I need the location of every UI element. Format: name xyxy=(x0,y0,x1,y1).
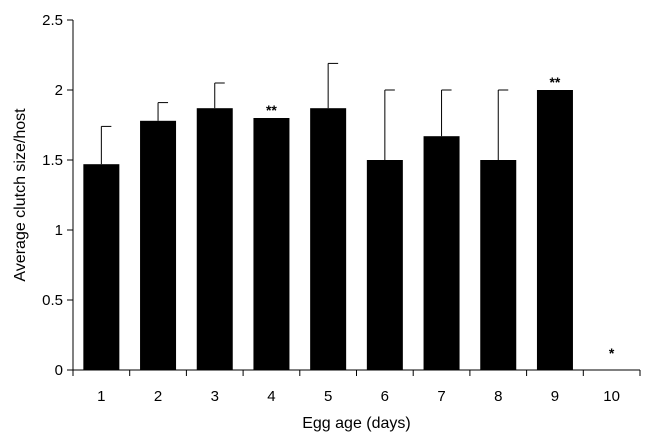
bar xyxy=(423,136,460,370)
x-axis-title: Egg age (days) xyxy=(302,415,411,432)
x-tick-label: 10 xyxy=(603,388,620,405)
y-tick-label: 0.5 xyxy=(42,292,63,309)
significance-annotation: * xyxy=(609,345,615,361)
y-axis-title: Average clutch size/host xyxy=(12,108,29,282)
x-tick-label: 8 xyxy=(494,388,502,405)
y-tick-label: 2.5 xyxy=(42,12,63,29)
x-tick-label: 3 xyxy=(211,388,219,405)
bar xyxy=(366,160,403,370)
x-ticks: 1 2 3 4 5 6 7 8 9 10 xyxy=(72,370,641,405)
bar xyxy=(480,160,517,370)
y-ticks: 0 0.5 1 1.5 2 2.5 xyxy=(42,12,73,379)
x-tick-label: 9 xyxy=(551,388,559,405)
x-tick-label: 2 xyxy=(154,388,162,405)
significance-annotation: ** xyxy=(266,102,277,118)
significance-annotation: ** xyxy=(549,74,560,90)
bar xyxy=(253,118,290,370)
x-tick-label: 7 xyxy=(437,388,445,405)
bar xyxy=(196,108,233,370)
x-tick-label: 5 xyxy=(324,388,332,405)
bars-layer xyxy=(83,62,573,370)
annotations: ***** xyxy=(266,74,615,361)
y-tick-label: 0 xyxy=(55,362,63,379)
y-tick-label: 2 xyxy=(55,82,63,99)
y-tick-label: 1 xyxy=(55,222,63,239)
bar xyxy=(140,120,177,370)
bar xyxy=(83,164,120,370)
x-tick-label: 1 xyxy=(97,388,105,405)
bar xyxy=(536,90,573,370)
bar xyxy=(310,108,347,370)
y-tick-label: 1.5 xyxy=(42,152,63,169)
x-tick-label: 4 xyxy=(267,388,275,405)
x-tick-label: 6 xyxy=(381,388,389,405)
